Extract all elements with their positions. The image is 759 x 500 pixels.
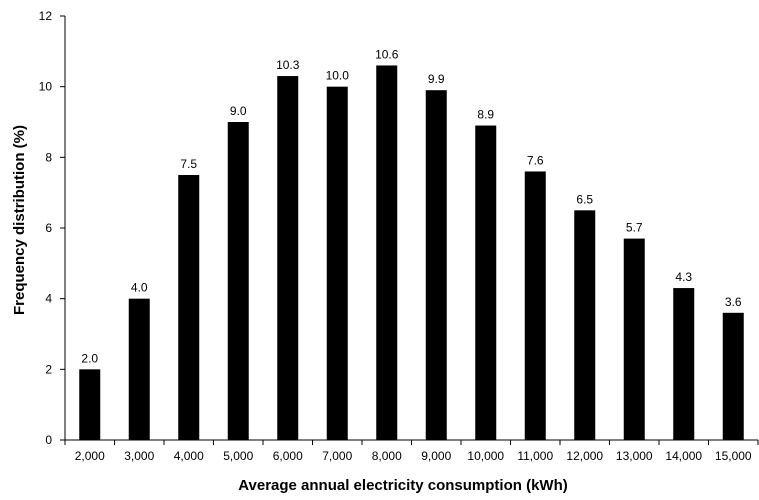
x-tick-label: 2,000 (75, 449, 105, 463)
bar (623, 238, 645, 440)
y-tick-label: 2 (45, 362, 52, 376)
bar (128, 298, 150, 440)
x-tick-label: 14,000 (665, 449, 702, 463)
data-label: 2.0 (81, 351, 98, 365)
data-label: 4.3 (675, 270, 692, 284)
bar (574, 210, 596, 440)
data-label: 4.0 (131, 281, 148, 295)
y-axis: 0 2 4 6 8 10 12 (39, 9, 66, 447)
x-tick-label: 4,000 (174, 449, 204, 463)
x-tick-label: 15,000 (715, 449, 752, 463)
data-label: 9.9 (428, 72, 445, 86)
x-tick-label: 6,000 (273, 449, 303, 463)
bar (425, 90, 447, 440)
data-label: 9.0 (230, 104, 247, 118)
x-tick-label: 7,000 (322, 449, 352, 463)
data-labels: 2.0 4.0 7.5 9.0 10.3 10.0 10.6 9.9 8.9 7.6 6.5 5.7 4… (81, 47, 742, 365)
data-label: 6.5 (576, 192, 593, 206)
x-tick-label: 5,000 (223, 449, 253, 463)
x-tick-label: 3,000 (124, 449, 154, 463)
data-label: 10.0 (326, 69, 350, 83)
data-label: 7.5 (180, 157, 197, 171)
bar (524, 171, 546, 440)
x-tick-label: 13,000 (616, 449, 653, 463)
bar (277, 76, 299, 441)
y-tick-label: 12 (39, 9, 53, 23)
x-tick-label: 8,000 (372, 449, 402, 463)
data-label: 10.3 (276, 58, 300, 72)
y-axis-title: Frequency distribution (%) (11, 125, 28, 315)
data-label: 3.6 (725, 295, 742, 309)
x-tick-label: 11,000 (517, 449, 553, 463)
y-tick-label: 10 (39, 80, 53, 94)
x-axis: 2,000 3,000 4,000 5,000 6,000 7,000 8,000 9,000… (64, 439, 759, 463)
x-axis-title: Average annual electricity consumption (… (238, 477, 568, 494)
bar (227, 122, 249, 440)
y-tick-label: 8 (45, 150, 52, 164)
bar (376, 65, 398, 440)
x-tick-label: 12,000 (566, 449, 603, 463)
data-label: 5.7 (626, 221, 643, 235)
bar (722, 312, 744, 440)
x-tick-label: 10,000 (467, 449, 504, 463)
bar (475, 125, 497, 441)
x-tick-label: 9,000 (421, 449, 451, 463)
bar (79, 369, 101, 440)
bar (673, 288, 695, 440)
y-tick-label: 6 (45, 221, 52, 235)
data-label: 7.6 (527, 153, 544, 167)
bars (79, 65, 744, 441)
bar (326, 86, 348, 441)
data-label: 10.6 (375, 47, 399, 61)
data-label: 8.9 (477, 108, 494, 122)
y-tick-label: 0 (45, 433, 52, 447)
bar (178, 175, 200, 440)
y-tick-label: 4 (45, 292, 52, 306)
